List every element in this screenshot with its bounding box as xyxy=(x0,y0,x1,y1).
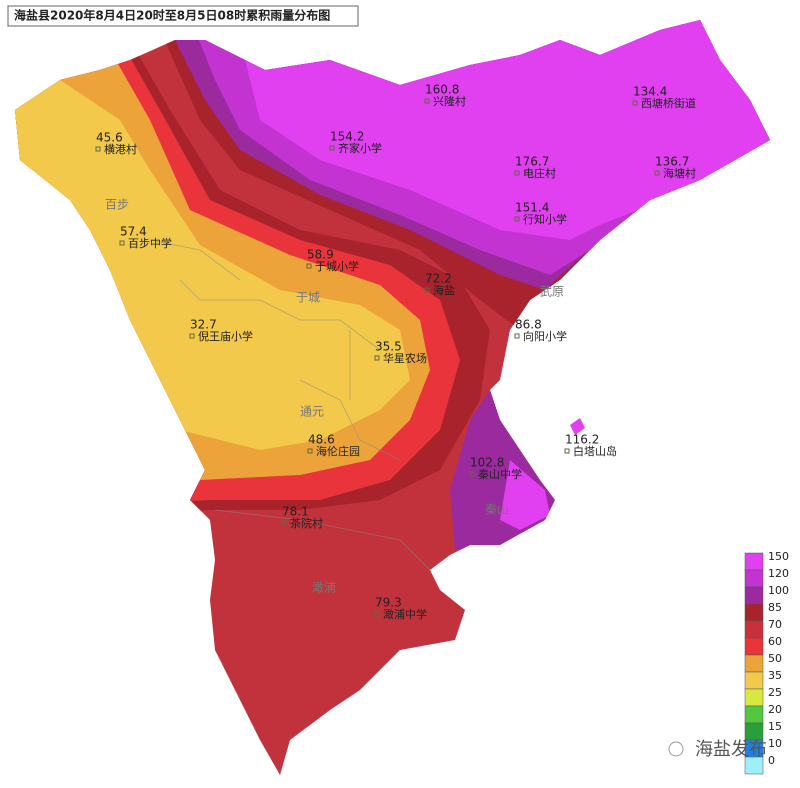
station-marker xyxy=(564,448,570,454)
station-value: 154.2 xyxy=(330,130,364,144)
station-marker xyxy=(281,520,287,526)
legend-swatch xyxy=(744,586,764,605)
wechat-icon xyxy=(668,741,684,757)
island xyxy=(570,418,585,435)
station-marker xyxy=(189,333,195,339)
legend-label: 15 xyxy=(768,720,782,733)
station-value: 102.8 xyxy=(470,456,504,470)
legend-swatch xyxy=(744,756,764,775)
legend-swatch xyxy=(744,637,764,656)
region-label: 武原 xyxy=(540,285,564,299)
station-marker xyxy=(514,216,520,222)
station-marker xyxy=(374,611,380,617)
station-value: 72.2 xyxy=(425,272,452,286)
legend-swatch xyxy=(744,654,764,673)
legend-label: 120 xyxy=(768,567,789,580)
watermark: 海盐发布 xyxy=(695,739,767,760)
legend-label: 25 xyxy=(768,686,782,699)
region-label: 通元 xyxy=(300,405,324,419)
legend-label: 150 xyxy=(768,550,789,563)
station-value: 134.4 xyxy=(633,85,667,99)
legend-swatch xyxy=(744,705,764,724)
station-marker xyxy=(514,170,520,176)
station-value: 136.7 xyxy=(655,155,689,169)
station-name: 西塘桥街道 xyxy=(641,96,696,110)
station-name: 向阳小学 xyxy=(523,329,567,343)
station-name: 华星农场 xyxy=(383,351,427,365)
legend-label: 50 xyxy=(768,652,782,665)
station-marker xyxy=(514,333,520,339)
station-name: 横港村 xyxy=(104,142,137,156)
station-name: 海伦庄园 xyxy=(316,444,360,458)
region-label: 秦山 xyxy=(485,503,509,517)
station-value: 79.3 xyxy=(375,596,402,610)
legend-label: 60 xyxy=(768,635,782,648)
station-marker xyxy=(307,448,313,454)
region-label: 于城 xyxy=(296,291,320,305)
station-value: 45.6 xyxy=(96,131,123,145)
station-value: 58.9 xyxy=(307,248,334,262)
station-value: 78.1 xyxy=(282,505,309,519)
station-marker xyxy=(306,263,312,269)
station-marker xyxy=(469,471,475,477)
station-value: 160.8 xyxy=(425,83,459,97)
station-value: 35.5 xyxy=(375,340,402,354)
station-marker xyxy=(374,355,380,361)
station-name: 行知小学 xyxy=(523,212,567,226)
legend-label: 20 xyxy=(768,703,782,716)
legend-label: 70 xyxy=(768,618,782,631)
station-name: 齐家小学 xyxy=(338,141,382,155)
station-name: 海塘村 xyxy=(663,166,696,180)
legend-swatch xyxy=(744,722,764,741)
station-marker xyxy=(632,100,638,106)
legend-label: 10 xyxy=(768,737,782,750)
station-name: 茶院村 xyxy=(290,516,323,530)
station-name: 白塔山岛 xyxy=(573,444,617,458)
station-marker xyxy=(654,170,660,176)
station-name: 倪王庙小学 xyxy=(198,329,253,343)
station-name: 秦山中学 xyxy=(478,467,522,481)
region-label: 澉浦 xyxy=(312,581,336,595)
legend-swatch xyxy=(744,688,764,707)
station-marker xyxy=(329,145,335,151)
legend-label: 35 xyxy=(768,669,782,682)
station-value: 176.7 xyxy=(515,155,549,169)
legend-swatch xyxy=(744,569,764,588)
legend-label: 100 xyxy=(768,584,789,597)
legend-swatch xyxy=(744,671,764,690)
legend-swatch xyxy=(744,620,764,639)
station-value: 86.8 xyxy=(515,318,542,332)
legend-label: 85 xyxy=(768,601,782,614)
station-value: 151.4 xyxy=(515,201,549,215)
legend-label: 0 xyxy=(768,754,775,767)
legend-swatch xyxy=(744,603,764,622)
station-name: 海盐 xyxy=(433,283,455,297)
title: 海盐县2020年8月4日20时至8月5日08时累积雨量分布图 xyxy=(14,8,330,23)
station-value: 116.2 xyxy=(565,433,599,447)
station-name: 电庄村 xyxy=(523,166,556,180)
station-marker xyxy=(95,146,101,152)
region-label: 百步 xyxy=(105,198,129,212)
station-value: 57.4 xyxy=(120,225,147,239)
boundaries xyxy=(149,239,431,571)
station-marker xyxy=(119,240,125,246)
station-name: 于城小学 xyxy=(315,259,359,273)
station-marker xyxy=(424,98,430,104)
station-value: 32.7 xyxy=(190,318,217,332)
station-name: 百步中学 xyxy=(128,236,172,250)
station-name: 兴隆村 xyxy=(433,94,466,108)
title-frame xyxy=(7,5,359,27)
station-value: 48.6 xyxy=(308,433,335,447)
legend-swatch xyxy=(744,552,764,571)
station-marker xyxy=(424,287,430,293)
station-name: 澉浦中学 xyxy=(383,607,427,621)
